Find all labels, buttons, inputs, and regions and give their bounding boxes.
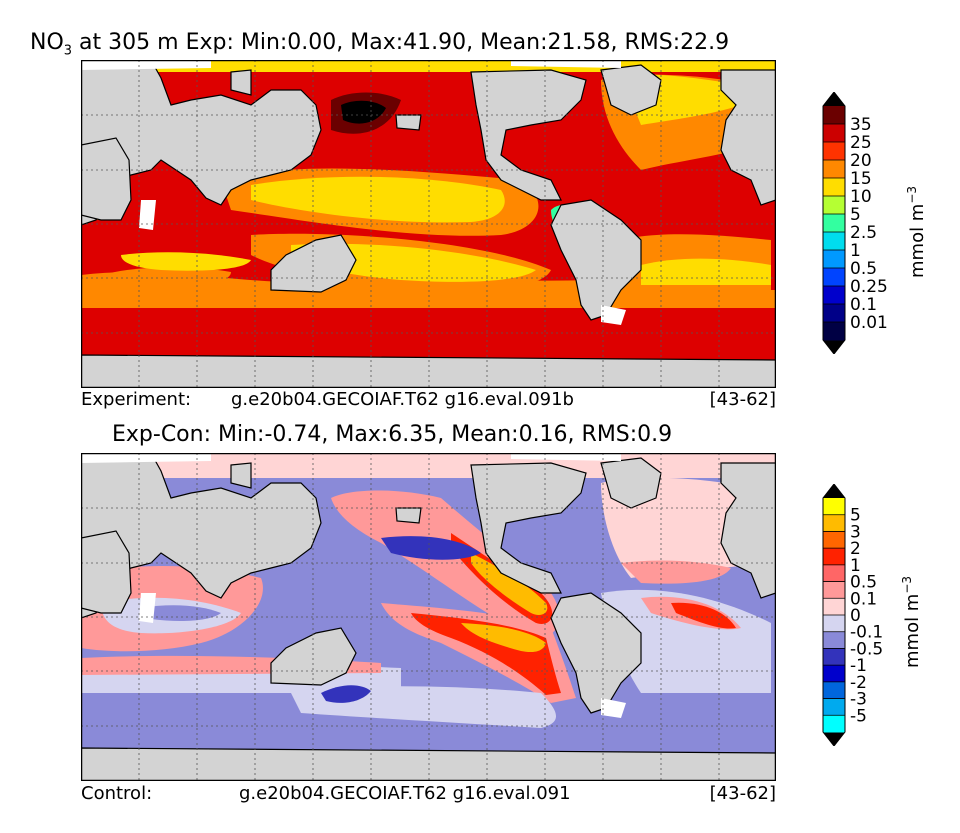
experiment-colorbar-segment (823, 232, 845, 251)
experiment-colorbar-segment (823, 142, 845, 161)
difference-colorbar-segment (823, 631, 845, 649)
difference-colorbar-label: 3 (850, 522, 861, 542)
experiment-colorbar-label: 0.25 (850, 277, 888, 297)
caption-label: Experiment: (81, 389, 192, 410)
title-variable: NO (30, 30, 64, 55)
difference-colorbar-segment (823, 615, 845, 633)
difference-colorbar-max-arrow (823, 484, 845, 498)
caption-label: Control: (81, 783, 153, 804)
experiment-map (81, 60, 776, 388)
difference-colorbar-label: 0.5 (850, 573, 877, 593)
difference-colorbar-label: 2 (850, 539, 861, 559)
difference-colorbar-label: 0 (850, 606, 861, 626)
experiment-colorbar-label: 10 (850, 187, 872, 207)
experiment-colorbar-label: 25 (850, 133, 872, 153)
experiment-colorbar-segment (823, 214, 845, 233)
caption-years: [43-62] (709, 783, 776, 804)
difference-colorbar-label: 0.1 (850, 589, 877, 609)
difference-colorbar-label: -0.5 (850, 639, 883, 659)
experiment-colorbar-segment (823, 178, 845, 197)
experiment-colorbar-max-arrow (823, 92, 845, 106)
difference-colorbar-label: -2 (850, 673, 867, 693)
title-variable-subscript: 3 (63, 43, 73, 59)
difference-colorbar-unit: mmol m−3 (900, 576, 923, 668)
experiment-colorbar-segment (823, 286, 845, 305)
difference-colorbar-segment (823, 514, 845, 532)
difference-colorbar-segment (823, 531, 845, 549)
experiment-colorbar-label: 0.5 (850, 259, 877, 279)
difference-colorbar-label: -3 (850, 690, 867, 710)
difference-colorbar-segment (823, 581, 845, 599)
top-panel-title: NO3 at 305 m Exp: Min:0.00, Max:41.90, M… (30, 30, 729, 58)
experiment-colorbar-label: 5 (850, 205, 861, 225)
difference-map (81, 453, 776, 781)
difference-colorbar-segment (823, 648, 845, 666)
difference-colorbar-min-arrow (823, 732, 845, 746)
unit-exponent: −3 (900, 575, 914, 594)
experiment-colorbar-frame (822, 92, 846, 354)
experiment-colorbar-label: 2.5 (850, 223, 877, 243)
caption-years: [43-62] (709, 389, 776, 410)
experiment-colorbar-segment (823, 304, 845, 323)
difference-colorbar-segment (823, 698, 845, 716)
bottom-panel-title: Exp-Con: Min:-0.74, Max:6.35, Mean:0.16,… (112, 422, 673, 447)
experiment-colorbar-segment (823, 160, 845, 179)
experiment-colorbar-label: 1 (850, 241, 861, 261)
caption-case-name: g.e20b04.GECOIAF.T62 g16.eval.091 (239, 783, 571, 804)
difference-colorbar-label: -0.1 (850, 623, 883, 643)
experiment-colorbar-label: 0.1 (850, 295, 877, 315)
experiment-colorbar-segment (823, 322, 845, 341)
experiment-colorbar-label: 35 (850, 115, 872, 135)
difference-colorbar-segment (823, 598, 845, 616)
caption-case-name: g.e20b04.GECOIAF.T62 g16.eval.091b (231, 389, 574, 410)
experiment-colorbar-segment (823, 196, 845, 215)
difference-colorbar-segment (823, 715, 845, 733)
experiment-colorbar-segment (823, 106, 845, 125)
difference-colorbar-label: -5 (850, 706, 867, 726)
experiment-colorbar-segment (823, 250, 845, 269)
title-statistics: at 305 m Exp: Min:0.00, Max:41.90, Mean:… (72, 30, 730, 55)
experiment-colorbar-label: 15 (850, 169, 872, 189)
experiment-colorbar-segment (823, 124, 845, 143)
difference-colorbar-label: 5 (850, 506, 861, 526)
unit-base: mmol m (902, 593, 923, 668)
difference-colorbar-segment (823, 498, 845, 516)
difference-colorbar-label: -1 (850, 656, 867, 676)
difference-colorbar-frame (822, 484, 846, 746)
unit-exponent: −3 (905, 185, 919, 204)
experiment-colorbar-unit: mmol m−3 (905, 186, 928, 278)
difference-colorbar-segment (823, 681, 845, 700)
difference-colorbar-segment (823, 665, 845, 683)
experiment-colorbar-label: 20 (850, 151, 872, 171)
difference-colorbar-label: 1 (850, 556, 861, 576)
difference-colorbar-segment (823, 564, 845, 583)
experiment-colorbar-min-arrow (823, 340, 845, 354)
unit-base: mmol m (907, 203, 928, 278)
experiment-colorbar-label: 0.01 (850, 313, 888, 333)
difference-colorbar-segment (823, 548, 845, 566)
experiment-colorbar-segment (823, 268, 845, 287)
